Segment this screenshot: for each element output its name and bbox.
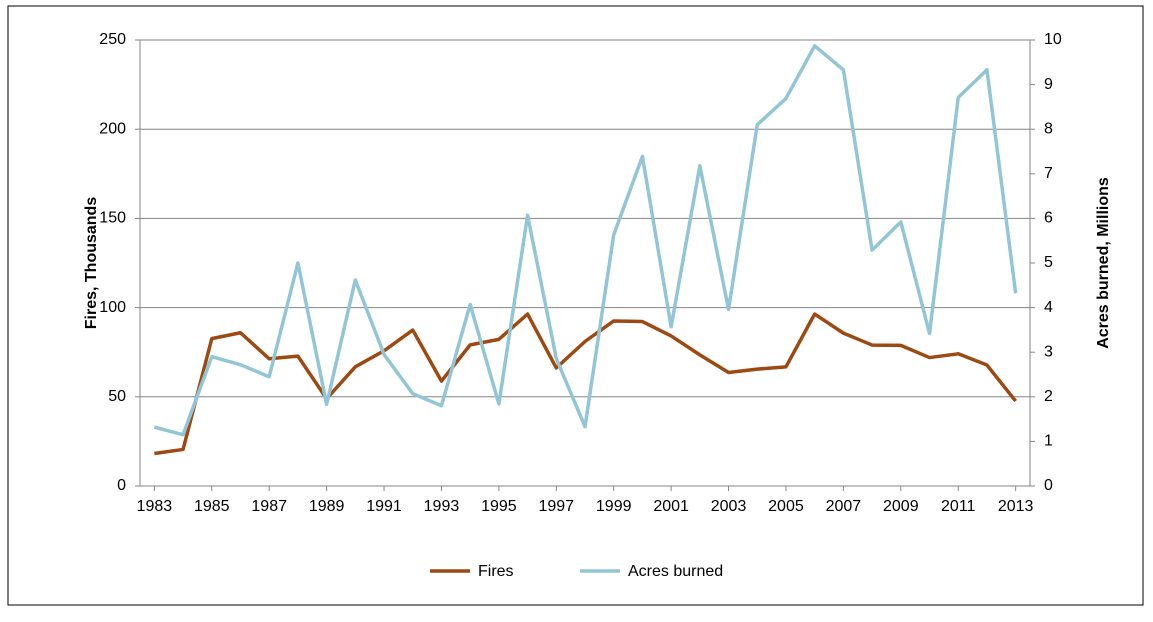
legend-label: Acres burned [628,563,723,580]
x-tick-label: 1993 [424,498,460,515]
y2-tick-label: 4 [1044,299,1053,316]
y2-tick-label: 7 [1044,165,1053,182]
x-tick-label: 1999 [596,498,632,515]
x-tick-label: 1989 [309,498,345,515]
x-tick-label: 2009 [883,498,919,515]
y-tick-label: 100 [99,299,126,316]
x-tick-label: 1997 [538,498,574,515]
y-tick-label: 250 [99,31,126,48]
y2-axis-title: Acres burned, Millions [1095,177,1112,349]
series-line [153,44,1018,437]
y2-tick-label: 5 [1044,254,1053,271]
y2-tick-label: 0 [1044,477,1053,494]
y2-tick-label: 2 [1044,388,1053,405]
y-tick-label: 200 [99,120,126,137]
y-tick-label: 50 [108,388,126,405]
y2-tick-label: 8 [1044,120,1053,137]
x-tick-label: 2005 [768,498,804,515]
x-tick-label: 2003 [711,498,747,515]
x-tick-label: 1987 [251,498,287,515]
y2-tick-label: 1 [1044,433,1053,450]
y-tick-label: 150 [99,210,126,227]
y2-tick-label: 9 [1044,76,1053,93]
x-tick-label: 1983 [137,498,173,515]
x-tick-label: 2001 [653,498,689,515]
chart-border [7,5,1144,606]
y2-tick-label: 10 [1044,31,1062,48]
x-tick-label: 1991 [366,498,402,515]
y-axis-title: Fires, Thousands [83,197,100,330]
x-tick-label: 2011 [941,498,976,515]
y2-tick-label: 6 [1044,210,1053,227]
x-tick-label: 2007 [826,498,862,515]
x-tick-label: 1985 [194,498,230,515]
x-tick-label: 1995 [481,498,517,515]
y2-tick-label: 3 [1044,343,1053,360]
legend-label: Fires [478,563,514,580]
series-line [154,312,1018,456]
y-tick-label: 0 [117,477,126,494]
x-tick-label: 2013 [998,498,1034,515]
